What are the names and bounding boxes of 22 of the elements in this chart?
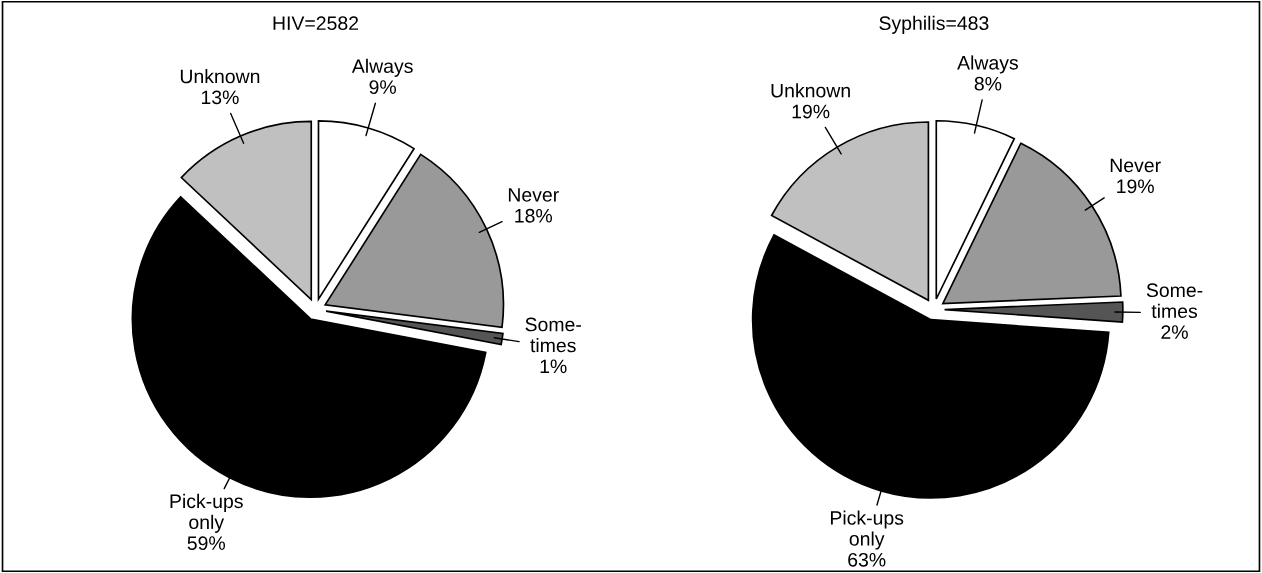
slice-label: Always — [957, 55, 1018, 74]
data-label: 59% — [187, 536, 226, 551]
data-label: 9% — [369, 80, 396, 95]
data-label: 8% — [974, 76, 1002, 91]
slice-label: Pick-ups only — [170, 493, 243, 533]
slice-label: Unknown — [180, 69, 260, 84]
data-label: 13% — [201, 90, 239, 105]
slice-label: Never — [508, 188, 559, 202]
slice-label: Some- times — [525, 317, 581, 353]
data-label: 18% — [515, 208, 553, 223]
data-label: 63% — [848, 552, 886, 567]
slice-label: Unknown — [771, 83, 850, 98]
data-label: 19% — [1117, 179, 1154, 194]
data-label: 1% — [540, 359, 567, 374]
chart-title: HIV=2582 — [273, 16, 359, 31]
slice-label: Always — [351, 58, 413, 77]
slice-label: Pick-ups only — [830, 510, 904, 550]
slice-label: Some- times — [1146, 283, 1203, 319]
chart-title: Syphilis=483 — [879, 15, 989, 34]
data-label: 19% — [792, 104, 830, 119]
data-label: 2% — [1161, 325, 1188, 339]
slice-label: Never — [1110, 158, 1161, 173]
